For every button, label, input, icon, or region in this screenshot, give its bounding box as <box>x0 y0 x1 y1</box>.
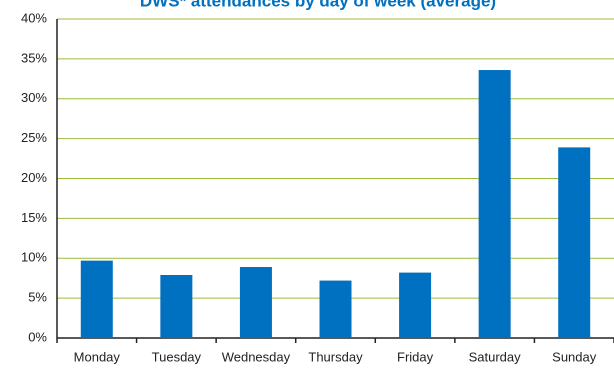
bar <box>239 267 272 338</box>
x-tick-label: Friday <box>397 349 434 364</box>
y-tick-label: 25% <box>21 130 47 145</box>
bar <box>399 272 432 338</box>
x-tick-label: Wednesday <box>222 349 291 364</box>
y-tick-label: 5% <box>28 290 47 305</box>
y-tick-label: 15% <box>21 210 47 225</box>
x-tick-label: Thursday <box>308 349 363 364</box>
bar <box>558 147 591 338</box>
y-tick-label: 20% <box>21 170 47 185</box>
y-tick-label: 40% <box>21 10 47 25</box>
bar <box>478 70 511 338</box>
chart-title: DWS* attendances by day of week (average… <box>140 0 496 10</box>
y-tick-label: 30% <box>21 90 47 105</box>
x-tick-label: Monday <box>74 349 121 364</box>
bar <box>160 274 193 338</box>
y-tick-label: 10% <box>21 250 47 265</box>
bar <box>80 260 113 338</box>
y-tick-label: 35% <box>21 50 47 65</box>
x-tick-label: Sunday <box>552 349 597 364</box>
x-tick-label: Tuesday <box>152 349 202 364</box>
y-tick-label: 0% <box>28 329 47 344</box>
x-tick-label: Saturday <box>469 349 522 364</box>
bar <box>319 280 352 338</box>
